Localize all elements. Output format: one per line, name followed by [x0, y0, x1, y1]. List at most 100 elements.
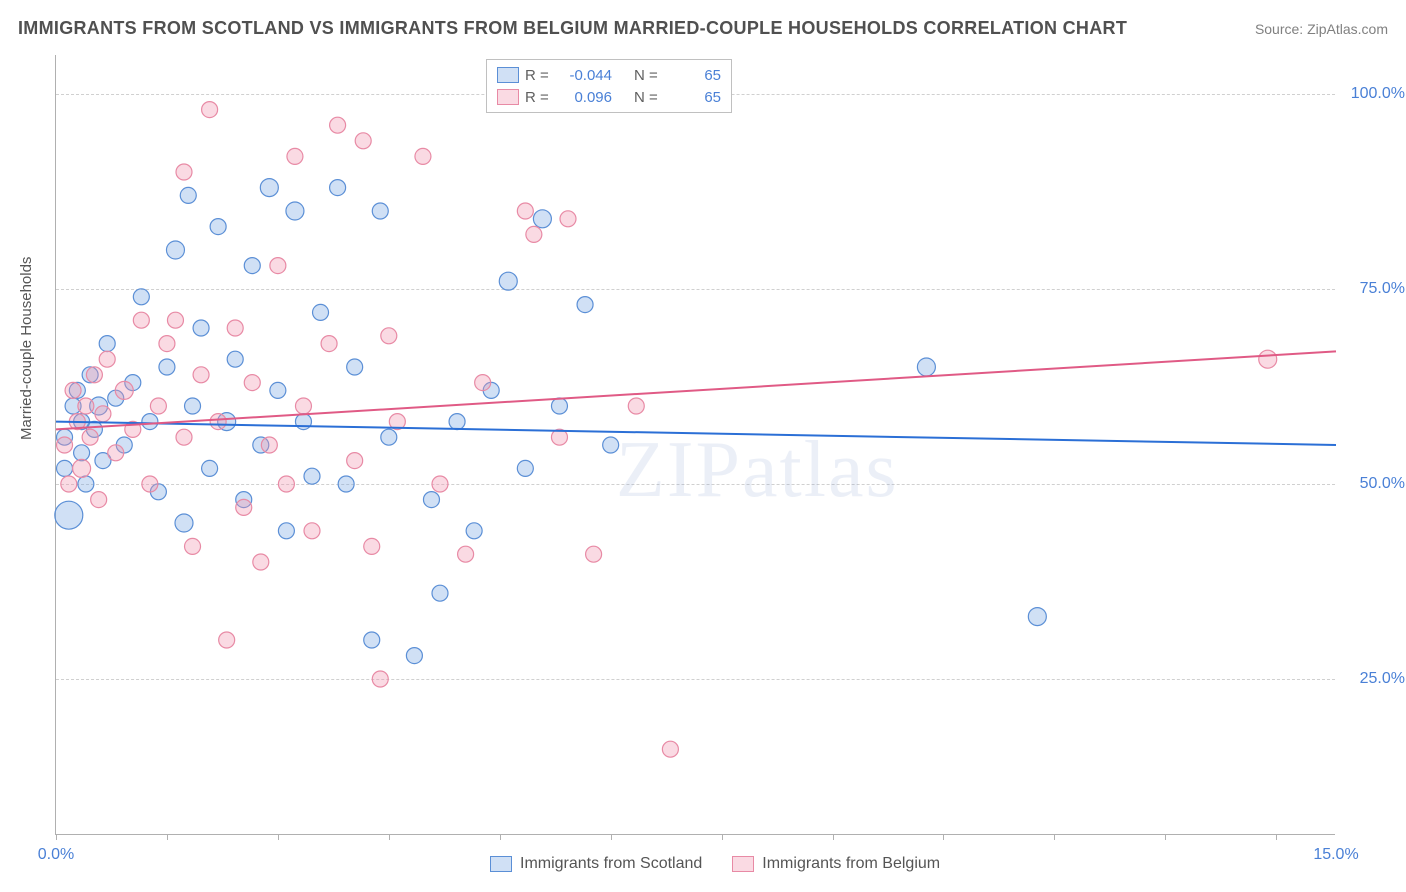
- x-tick-mark: [56, 834, 57, 840]
- data-point: [304, 468, 320, 484]
- data-point: [202, 460, 218, 476]
- data-point: [185, 538, 201, 554]
- data-point: [244, 258, 260, 274]
- x-tick-mark: [278, 834, 279, 840]
- data-point: [65, 382, 81, 398]
- data-point: [287, 148, 303, 164]
- y-tick: 75.0%: [1345, 280, 1405, 298]
- r-value-belgium: 0.096: [557, 89, 612, 106]
- data-point: [57, 460, 73, 476]
- swatch-belgium-icon: [732, 856, 754, 872]
- data-point: [185, 398, 201, 414]
- title-bar: IMMIGRANTS FROM SCOTLAND VS IMMIGRANTS F…: [18, 18, 1388, 39]
- data-point: [406, 648, 422, 664]
- y-tick: 50.0%: [1345, 475, 1405, 493]
- n-value-scotland: 65: [666, 67, 721, 84]
- data-point: [176, 164, 192, 180]
- data-point: [176, 429, 192, 445]
- data-point: [603, 437, 619, 453]
- legend-label-belgium: Immigrants from Belgium: [762, 855, 940, 873]
- data-point: [227, 320, 243, 336]
- data-point: [166, 241, 184, 259]
- scatter-svg: [56, 55, 1335, 834]
- data-point: [193, 367, 209, 383]
- y-tick: 25.0%: [1345, 670, 1405, 688]
- r-label: R =: [525, 89, 551, 106]
- data-point: [586, 546, 602, 562]
- data-point: [423, 492, 439, 508]
- data-point: [99, 351, 115, 367]
- data-point: [91, 492, 107, 508]
- data-point: [78, 476, 94, 492]
- data-point: [347, 453, 363, 469]
- data-point: [330, 180, 346, 196]
- r-label: R =: [525, 67, 551, 84]
- data-point: [219, 632, 235, 648]
- data-point: [355, 133, 371, 149]
- x-max-label: 15.0%: [1313, 846, 1358, 864]
- data-point: [364, 538, 380, 554]
- data-point: [533, 210, 551, 228]
- swatch-scotland: [497, 67, 519, 83]
- data-point: [150, 398, 166, 414]
- x-tick-mark: [500, 834, 501, 840]
- legend-label-scotland: Immigrants from Scotland: [520, 855, 702, 873]
- data-point: [321, 336, 337, 352]
- data-point: [244, 375, 260, 391]
- data-point: [108, 445, 124, 461]
- data-point: [115, 381, 133, 399]
- data-point: [227, 351, 243, 367]
- series-legend: Immigrants from Scotland Immigrants from…: [490, 855, 940, 873]
- data-point: [193, 320, 209, 336]
- data-point: [526, 226, 542, 242]
- data-point: [560, 211, 576, 227]
- x-tick-mark: [167, 834, 168, 840]
- data-point: [261, 437, 277, 453]
- data-point: [499, 272, 517, 290]
- correlation-legend: R = -0.044 N = 65 R = 0.096 N = 65: [486, 59, 732, 113]
- data-point: [270, 258, 286, 274]
- data-point: [210, 414, 226, 430]
- data-point: [449, 414, 465, 430]
- data-point: [286, 202, 304, 220]
- trend-line: [56, 351, 1336, 429]
- data-point: [159, 359, 175, 375]
- data-point: [78, 398, 94, 414]
- x-tick-mark: [943, 834, 944, 840]
- data-point: [338, 476, 354, 492]
- data-point: [458, 546, 474, 562]
- data-point: [142, 476, 158, 492]
- n-value-belgium: 65: [666, 89, 721, 106]
- data-point: [381, 328, 397, 344]
- data-point: [347, 359, 363, 375]
- n-label: N =: [634, 89, 660, 106]
- swatch-scotland-icon: [490, 856, 512, 872]
- data-point: [270, 382, 286, 398]
- data-point: [917, 358, 935, 376]
- data-point: [415, 148, 431, 164]
- data-point: [159, 336, 175, 352]
- source-text: Source: ZipAtlas.com: [1255, 21, 1388, 37]
- data-point: [330, 117, 346, 133]
- x-tick-mark: [389, 834, 390, 840]
- data-point: [73, 459, 91, 477]
- data-point: [202, 102, 218, 118]
- data-point: [86, 367, 102, 383]
- data-point: [381, 429, 397, 445]
- data-point: [133, 312, 149, 328]
- swatch-belgium: [497, 89, 519, 105]
- data-point: [551, 398, 567, 414]
- data-point: [1259, 350, 1277, 368]
- data-point: [1028, 608, 1046, 626]
- data-point: [475, 375, 491, 391]
- data-point: [82, 429, 98, 445]
- x-tick-mark: [722, 834, 723, 840]
- data-point: [313, 304, 329, 320]
- legend-row-belgium: R = 0.096 N = 65: [497, 86, 721, 108]
- data-point: [57, 437, 73, 453]
- data-point: [236, 499, 252, 515]
- data-point: [304, 523, 320, 539]
- data-point: [167, 312, 183, 328]
- data-point: [517, 203, 533, 219]
- data-point: [95, 406, 111, 422]
